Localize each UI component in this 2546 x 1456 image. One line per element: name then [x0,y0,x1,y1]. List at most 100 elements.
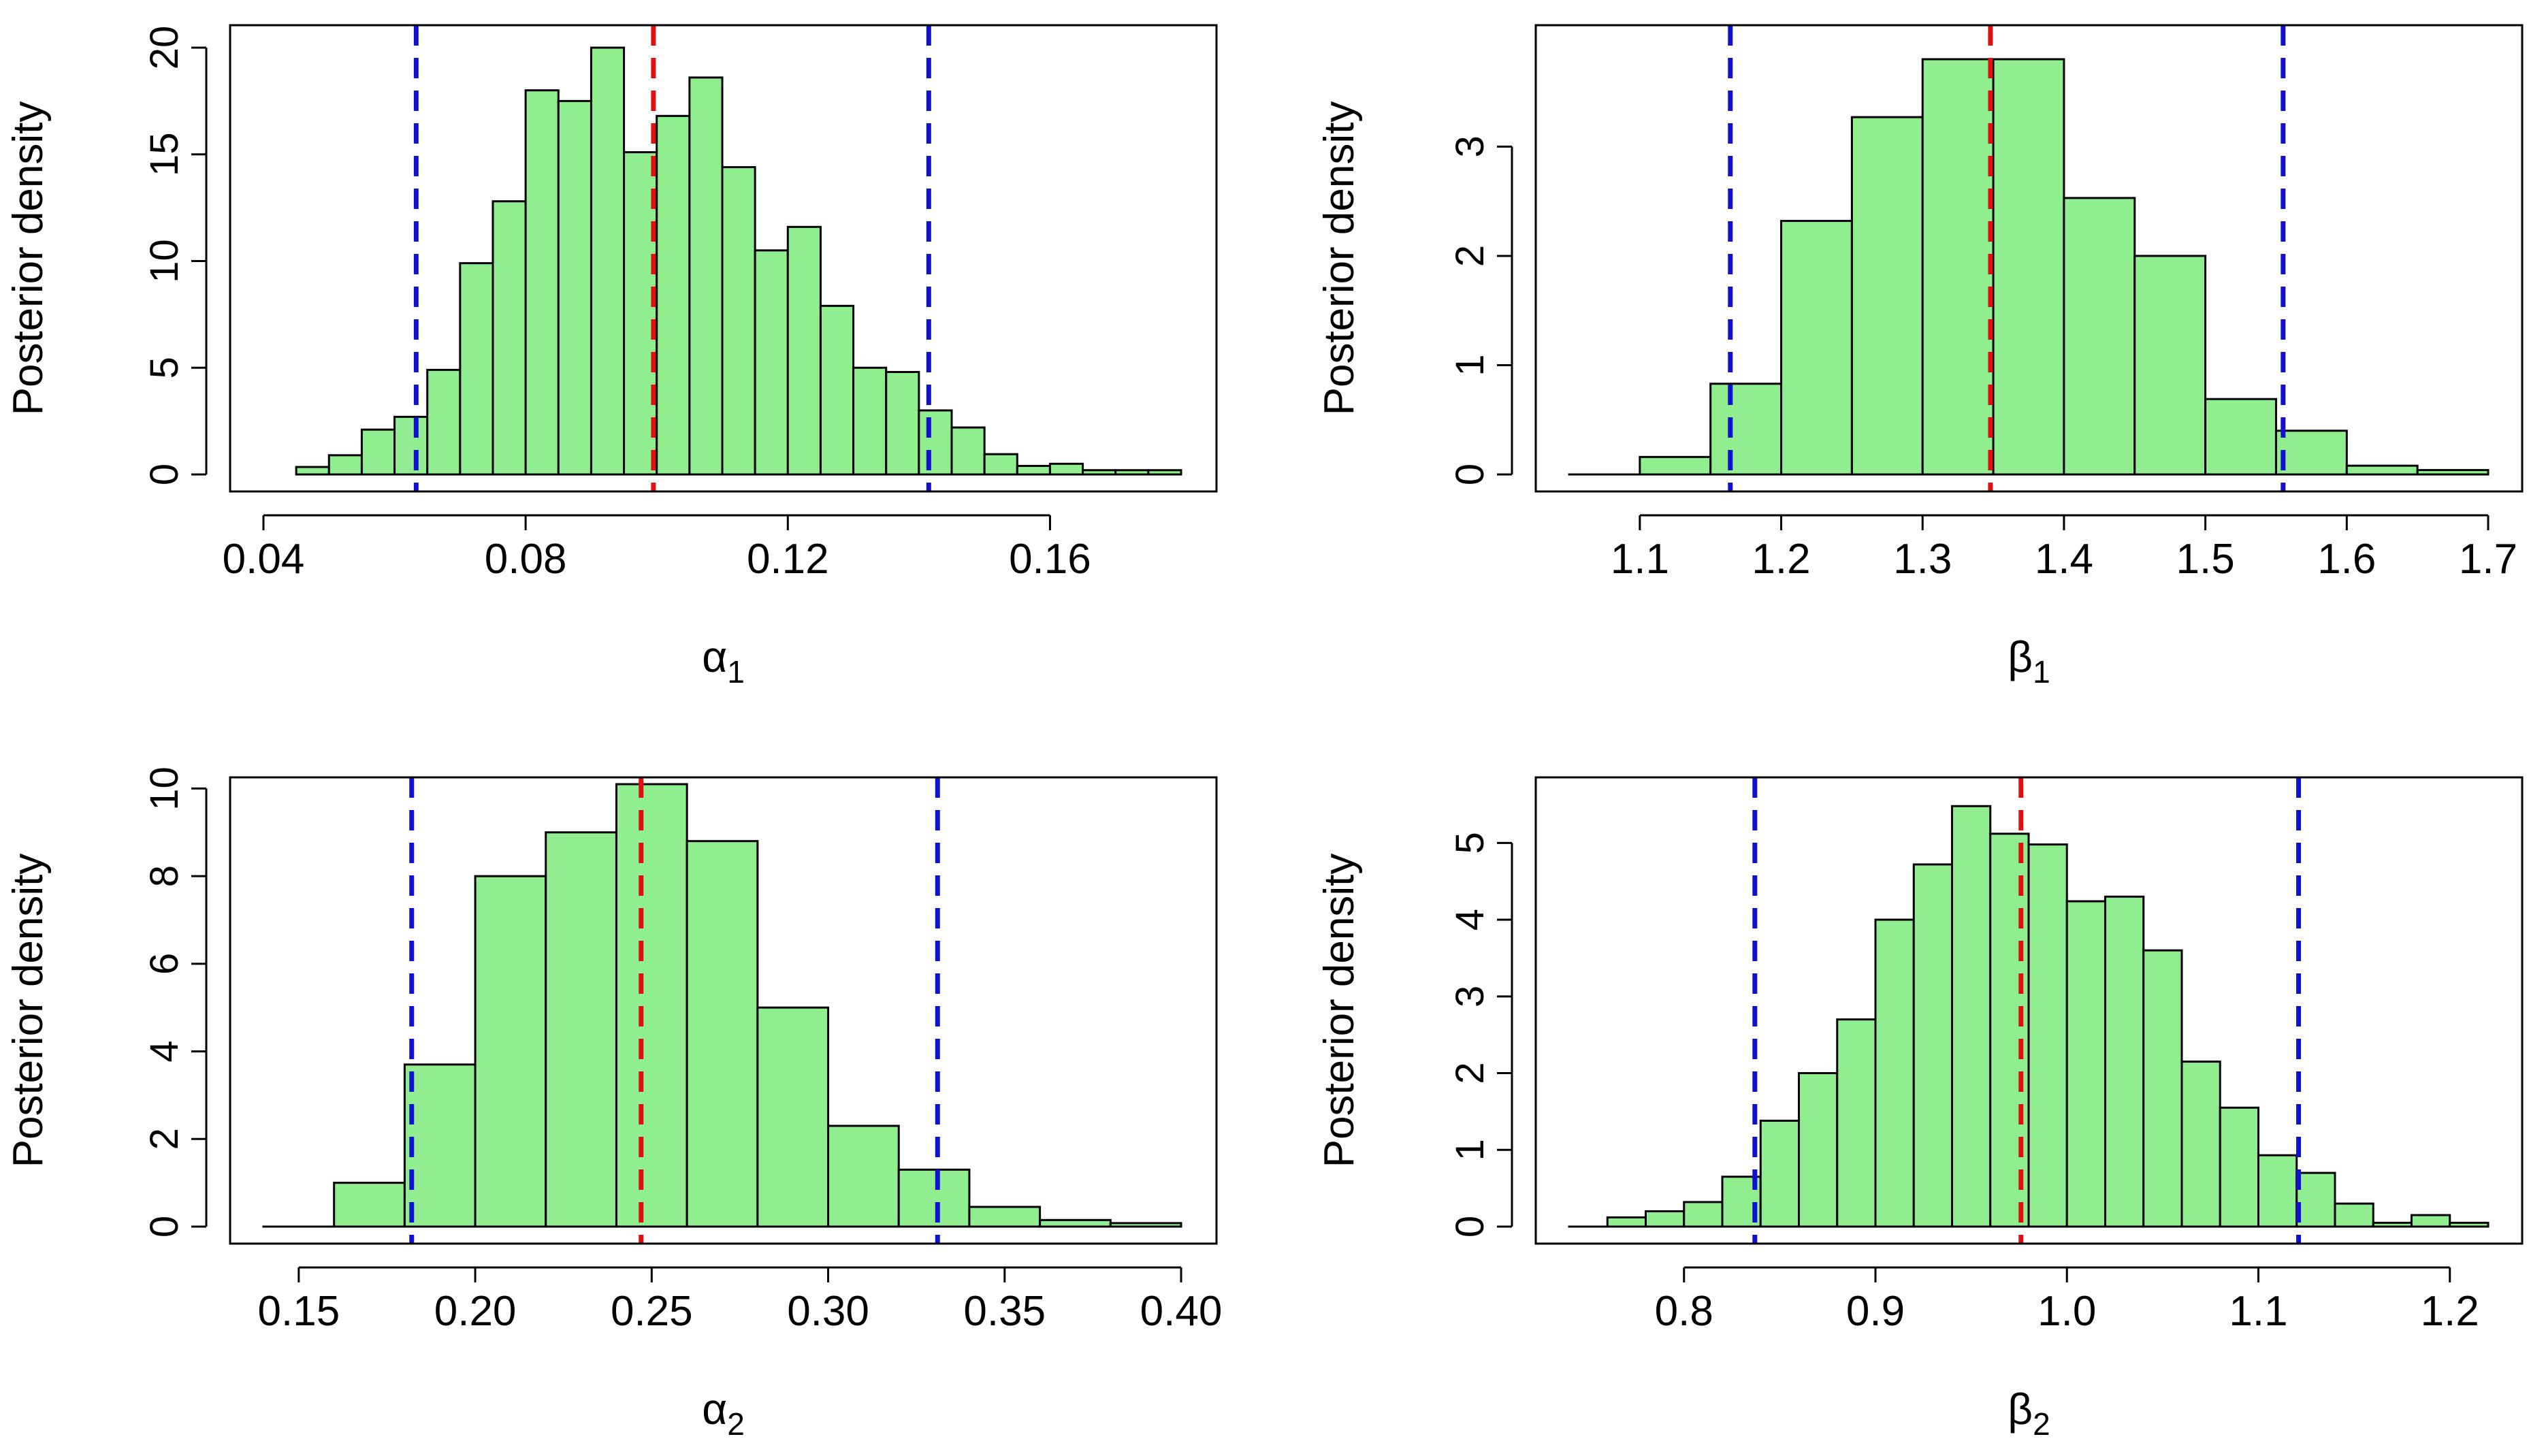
y-axis-label: Posterior density [5,101,52,416]
histogram-bar [1921,58,1995,476]
histogram-bar [557,99,592,476]
histogram-bar [1147,469,1182,476]
histogram-bar [1683,1201,1724,1228]
histogram-bar [1850,116,1924,476]
histogram-bar [1836,1018,1877,1228]
histogram-bar [2104,895,2145,1228]
x-tick-label: 1.4 [2035,536,2093,583]
y-tick-label: 2 [1448,1062,1492,1084]
x-tick-label: 1.1 [1611,536,1669,583]
x-axis-label-symbol: α [702,1385,727,1434]
x-axis-label-symbol: α [702,632,727,681]
histogram-bar [756,1006,830,1228]
histogram-bar [1016,464,1051,476]
histogram-bar [333,1182,406,1228]
x-axis-label-subscript: 2 [2033,1406,2050,1442]
histogram-bar [2411,1214,2451,1228]
histogram-bar [524,89,560,476]
histogram-bar [1645,1210,1686,1228]
histogram-bar [1639,455,1712,476]
x-tick-label: 0.9 [1846,1288,1905,1335]
histogram-bar [1798,1072,1839,1228]
y-tick-label: 6 [142,953,187,975]
histogram-bar [2449,1221,2489,1228]
y-tick-label: 0 [142,1216,187,1237]
histogram-bar [1912,863,1953,1228]
x-axis-label: β2 [2008,1385,2050,1442]
x-tick-label: 0.12 [747,536,829,583]
histogram-bar [545,831,617,1228]
histogram-bar [1780,220,1853,476]
y-tick-label: 0 [1448,464,1492,485]
histogram-bar [885,371,920,476]
histogram-bar [393,415,429,476]
x-tick-label: 1.7 [2459,536,2517,583]
histogram-bar [1709,383,1783,476]
x-tick-label: 1.2 [1752,536,1810,583]
y-tick-label: 10 [142,766,187,811]
histogram-bar [2133,255,2207,476]
histogram-bar [1874,918,1915,1228]
histogram-bar [426,368,462,476]
histogram-bar [786,225,822,476]
x-tick-label: 1.2 [2421,1288,2479,1335]
histogram-bar [2345,464,2419,476]
histogram-bar [1114,469,1150,476]
y-axis-label: Posterior density [5,854,52,1168]
x-tick-label: 0.35 [963,1288,1046,1335]
histogram-bar [754,249,789,476]
histogram-bar [1109,1222,1182,1228]
histogram-bar [2274,430,2348,476]
histogram-bar [1606,1216,1647,1228]
y-tick-label: 5 [142,357,187,378]
histogram-bar [2334,1202,2374,1228]
x-tick-label: 1.0 [2037,1288,2096,1335]
histogram-bar [950,426,986,476]
histogram-beta1-panel: 1.1 1.2 1.3 1.4 1.5 1.6 1.7 0 1 2 3 Posterior densi… [1316,24,2524,690]
x-axis-label-subscript: 1 [2033,654,2050,690]
histogram-bar [2180,1061,2221,1228]
x-axis-label: α1 [702,632,745,690]
histogram-bar [897,1168,971,1228]
plot-frame [229,24,1218,493]
y-tick-label: 0 [142,464,187,485]
histogram-bar [2142,949,2183,1228]
histogram-bar [459,262,494,476]
y-tick-label: 8 [142,865,187,887]
y-tick-label: 2 [142,1128,187,1150]
histogram-bar [360,428,396,476]
y-axis-label: Posterior density [1316,101,1363,416]
histogram-bar [827,1125,900,1228]
y-tick-label: 20 [142,26,187,70]
histogram-alpha2-panel: 0.15 0.20 0.25 0.30 0.35 0.40 0 2 4 6 8 10 Posterior… [5,766,1222,1442]
plot-frame [1534,776,2524,1245]
histogram-bar [295,466,330,476]
histogram-bar [2295,1171,2336,1228]
x-tick-label: 0.25 [611,1288,693,1335]
y-axis-label: Posterior density [1316,854,1363,1168]
histogram-bar [983,453,1018,476]
plot-frame [229,776,1218,1245]
histogram-bar [688,76,724,476]
histogram-bar [2027,843,2068,1228]
histogram-bar [327,454,363,476]
histogram-bar [1951,805,1992,1228]
histogram-bar [721,166,756,476]
histogram-bar [403,1063,477,1228]
histogram-bar [590,46,626,476]
x-axis-label: α2 [702,1385,745,1442]
plot-frame [1534,24,2524,493]
x-tick-label: 1.1 [2229,1288,2287,1335]
x-tick-label: 1.6 [2317,536,2376,583]
histogram-bar [1759,1119,1800,1228]
histogram-bar [968,1206,1042,1228]
y-tick-label: 4 [1448,909,1492,931]
x-axis-label-subscript: 2 [727,1406,745,1442]
histogram-bar [2204,398,2277,476]
x-axis-label: β1 [2008,632,2050,690]
y-tick-label: 1 [1448,1139,1492,1161]
histogram-bar [1048,462,1084,476]
y-tick-label: 5 [1448,832,1492,854]
x-tick-label: 0.30 [787,1288,869,1335]
y-tick-label: 3 [1448,986,1492,1007]
